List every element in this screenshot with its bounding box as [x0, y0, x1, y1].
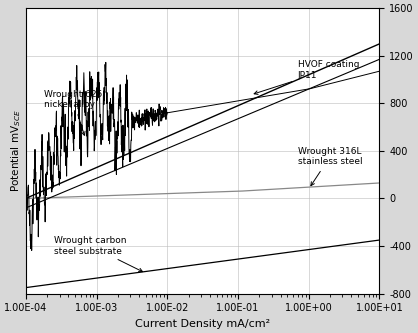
Text: HVOF coating
JP11: HVOF coating JP11 — [254, 60, 359, 94]
Y-axis label: Potential mV$_{SCE}$: Potential mV$_{SCE}$ — [9, 110, 23, 192]
Text: Wrought 316L
stainless steel: Wrought 316L stainless steel — [298, 147, 362, 186]
X-axis label: Current Density mA/cm²: Current Density mA/cm² — [135, 319, 270, 329]
Text: Wrought 625
nickel alloy: Wrought 625 nickel alloy — [44, 90, 102, 135]
Text: Wrought carbon
steel substrate: Wrought carbon steel substrate — [54, 236, 143, 272]
